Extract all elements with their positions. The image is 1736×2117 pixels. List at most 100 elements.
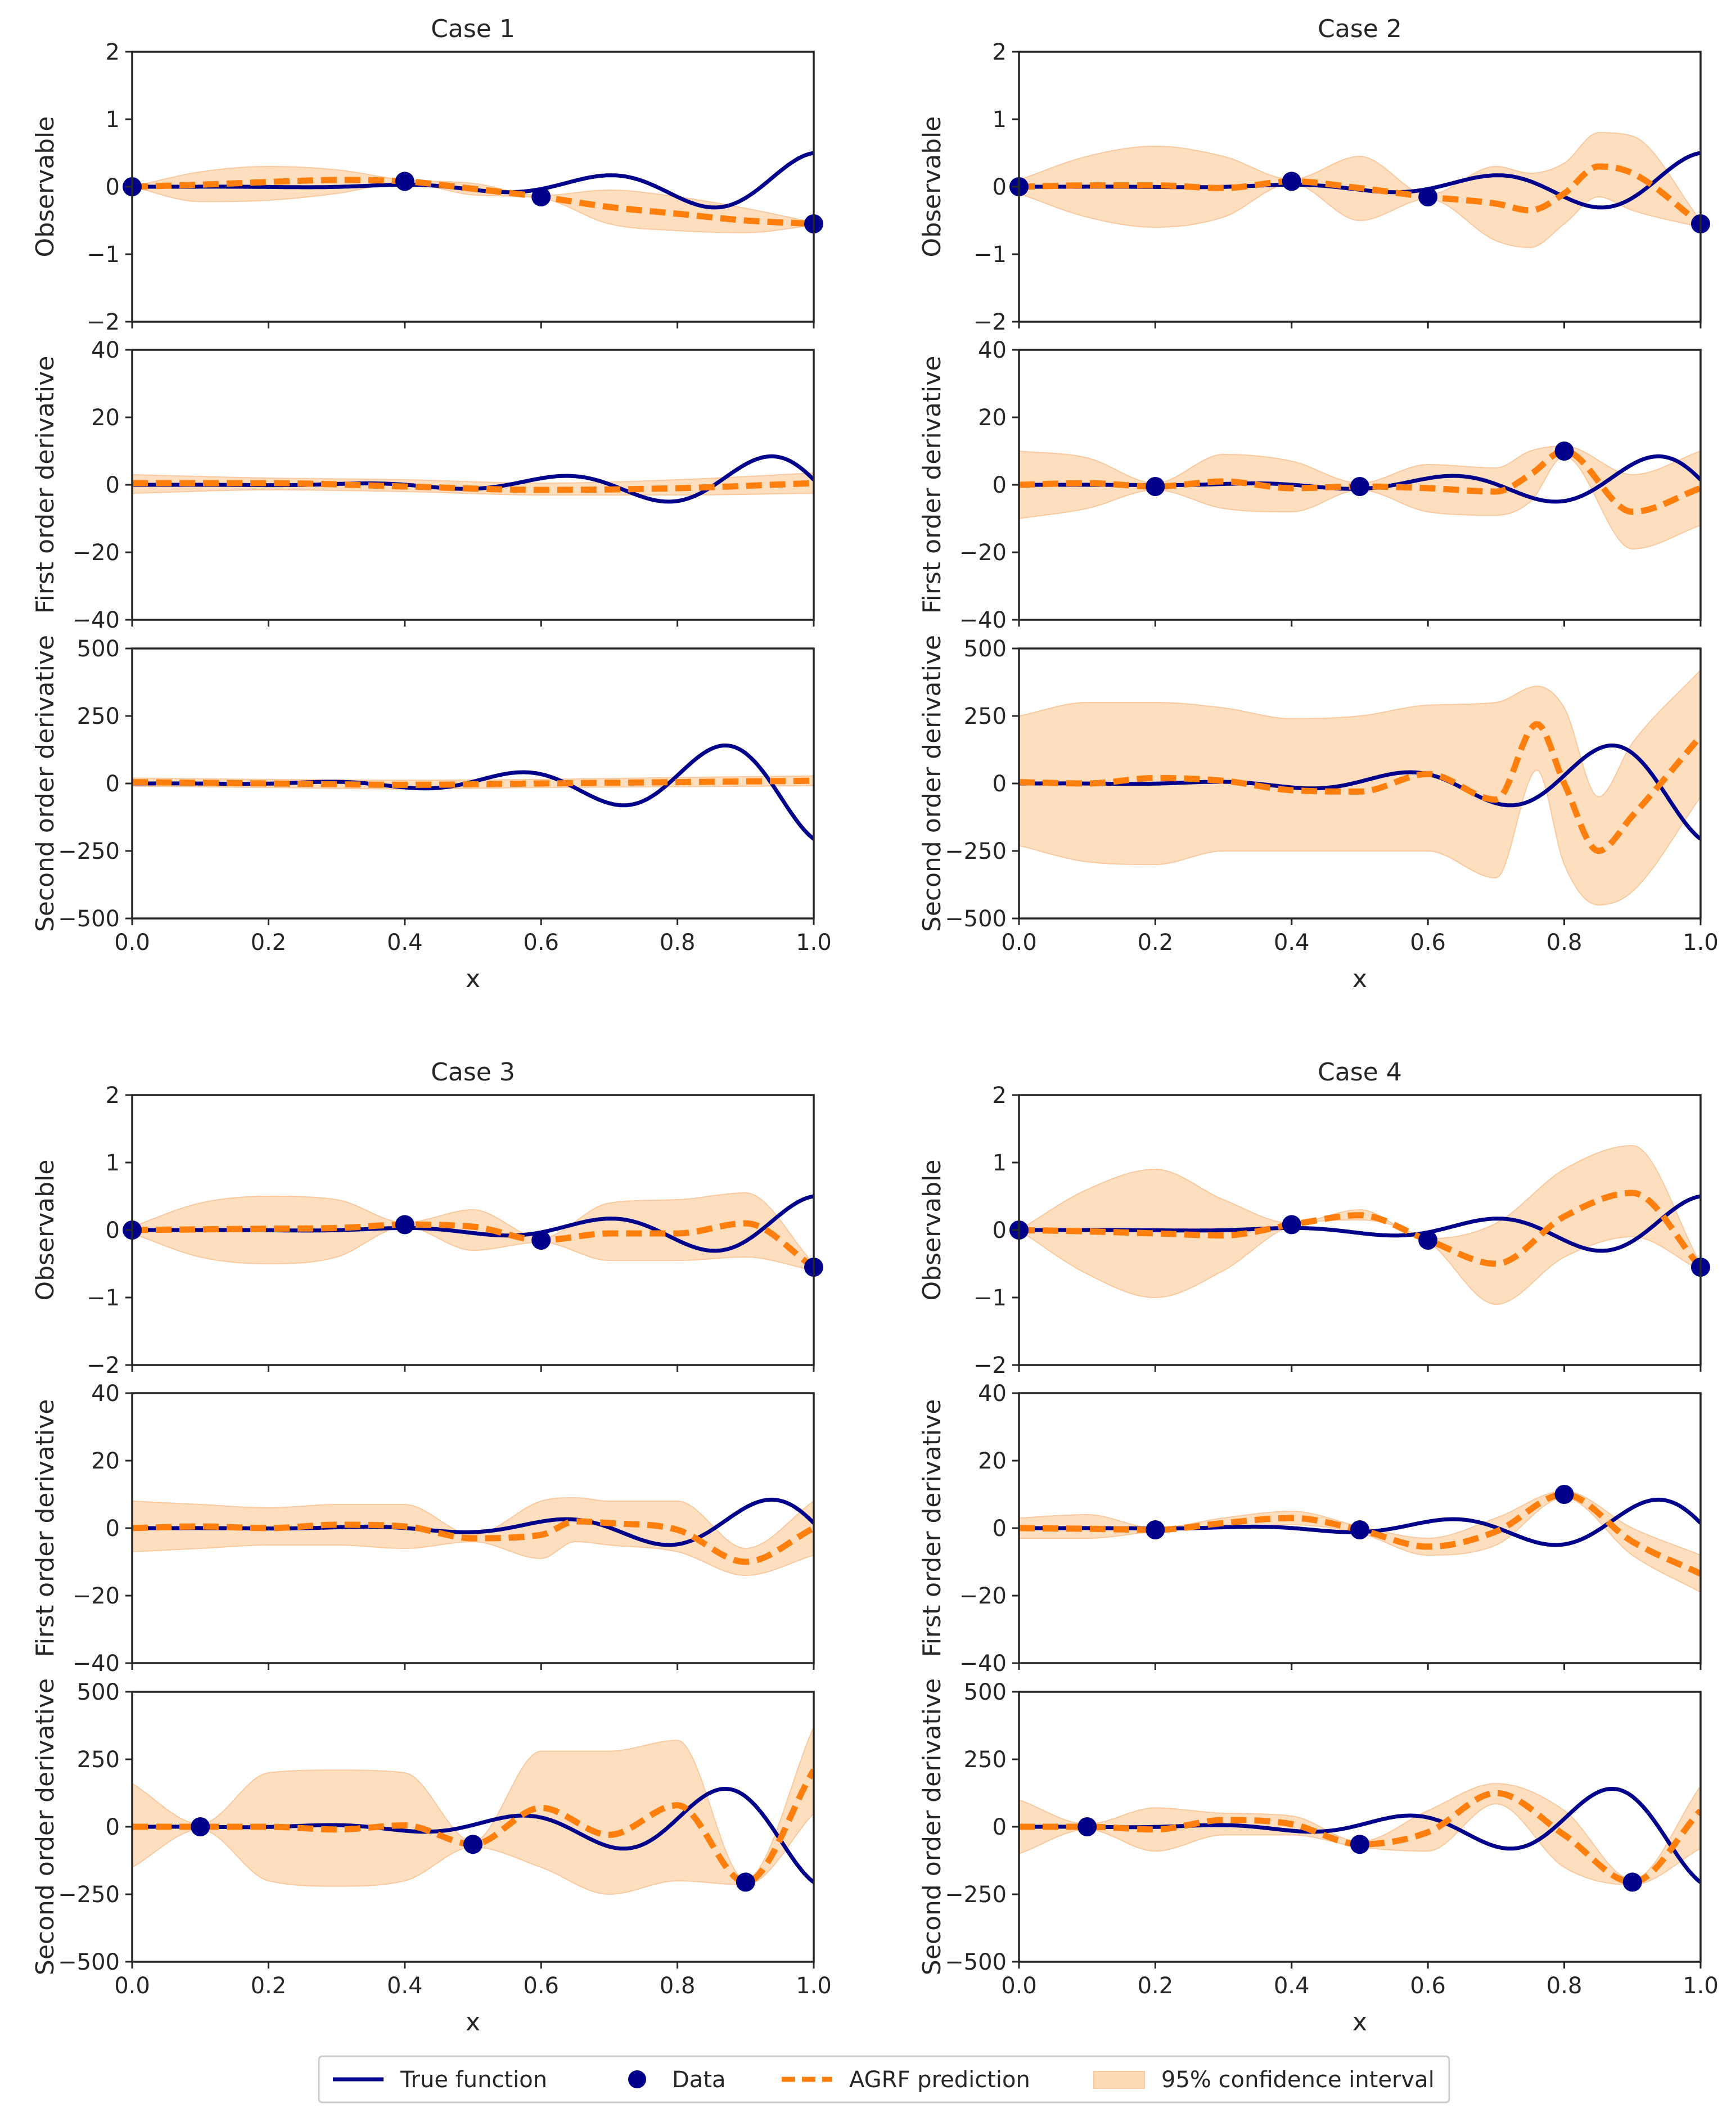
x-tick-label: 0.2 — [251, 930, 287, 956]
chart-title: Case 2 — [1318, 15, 1402, 43]
y-axis-label: First order derivative — [31, 356, 60, 614]
y-axis-label: First order derivative — [918, 356, 946, 614]
x-tick-label: 0.0 — [1001, 1973, 1037, 1999]
y-tick-label: −250 — [58, 839, 120, 864]
x-tick-label: 0.2 — [1138, 930, 1174, 956]
x-tick-label: 0.8 — [660, 1973, 696, 1999]
chart-3: Case 3 2 1 0 −1 −2 Observable 40 20 0 −20 −40 First … — [31, 1058, 832, 2037]
y-axis-label: Observable — [918, 1160, 946, 1301]
x-tick-label: 0.4 — [1274, 930, 1310, 956]
y-tick-label: −40 — [73, 607, 120, 633]
y-tick-label: 1 — [106, 107, 120, 133]
x-tick-label: 1.0 — [796, 1973, 832, 1999]
y-tick-label: 500 — [77, 636, 120, 662]
subplot-2: 40 20 0 −20 −40 First order derivative — [918, 1381, 1702, 1677]
y-tick-label: −40 — [959, 607, 1007, 633]
y-tick-label: 0 — [106, 174, 120, 200]
x-tick-label: 1.0 — [796, 930, 832, 956]
plot-area — [1019, 1145, 1701, 1305]
x-tick-label: 0.8 — [660, 930, 696, 956]
y-tick-label: 500 — [77, 1679, 120, 1705]
y-tick-label: 0 — [993, 1218, 1007, 1244]
data-point — [531, 1231, 551, 1250]
y-axis-label: Observable — [31, 1160, 60, 1301]
subplot-1: 2 1 0 −1 −2 Observable — [918, 39, 1710, 335]
x-tick-label: 0.0 — [114, 1973, 150, 1999]
y-tick-label: −20 — [959, 540, 1007, 566]
true-function-line — [1019, 1194, 1701, 1253]
y-tick-label: −40 — [73, 1651, 120, 1677]
y-tick-label: −1 — [87, 1285, 120, 1311]
y-tick-label: 0 — [106, 771, 120, 797]
plot-area — [132, 454, 814, 504]
x-axis-label: x — [466, 2008, 480, 2037]
y-tick-label: 40 — [978, 337, 1007, 363]
true-function-line — [1019, 744, 1701, 841]
data-point — [531, 187, 551, 206]
y-tick-label: 250 — [77, 704, 120, 729]
y-tick-label: 0 — [993, 771, 1007, 797]
y-tick-label: −250 — [58, 1882, 120, 1908]
data-point — [1282, 172, 1301, 191]
x-tick-label: 0.6 — [523, 1973, 559, 1999]
prediction-line — [132, 480, 814, 493]
y-tick-label: 2 — [993, 39, 1007, 65]
legend-prediction-label: AGRF prediction — [849, 2067, 1030, 2093]
x-tick-label: 0.4 — [1274, 1973, 1310, 1999]
prediction-line — [1019, 721, 1701, 854]
subplot-2: 40 20 0 −20 −40 First order derivative — [918, 337, 1702, 633]
legend-data-marker — [628, 2070, 646, 2088]
legend-data-label: Data — [672, 2067, 726, 2093]
data-point — [1350, 1520, 1369, 1539]
x-tick-label: 0.0 — [1001, 930, 1037, 956]
y-tick-label: −250 — [945, 1882, 1007, 1908]
ci-band — [1019, 669, 1701, 906]
y-tick-label: 0 — [993, 1516, 1007, 1542]
legend-frame — [318, 2055, 1450, 2104]
legend-true-function-label: True function — [400, 2067, 547, 2093]
y-tick-label: −20 — [959, 1583, 1007, 1609]
data-point — [1077, 1817, 1097, 1836]
y-axis-label: Second order derivative — [918, 1678, 946, 1975]
x-tick-label: 0.2 — [251, 1973, 287, 1999]
y-tick-label: −500 — [945, 906, 1007, 932]
data-point — [1554, 442, 1574, 461]
chart-1: Case 1 2 1 0 −1 −2 Observable 40 20 0 −20 −40 First … — [31, 15, 832, 993]
data-point — [1146, 1520, 1165, 1539]
x-tick-label: 0.2 — [1138, 1973, 1174, 1999]
y-tick-label: −500 — [58, 906, 120, 932]
y-tick-label: 0 — [993, 472, 1007, 498]
legend-ci-label: 95% confidence interval — [1161, 2067, 1435, 2093]
panels: Case 1210−1−2Observable40200−20−40First … — [31, 15, 1719, 2037]
chart-title: Case 4 — [1318, 1058, 1402, 1087]
y-axis-label: Second order derivative — [918, 635, 946, 932]
data-point — [395, 1215, 414, 1235]
y-tick-label: −500 — [945, 1949, 1007, 1975]
data-point — [1350, 477, 1369, 496]
y-tick-label: 20 — [978, 405, 1007, 431]
x-tick-label: 0.6 — [523, 930, 559, 956]
data-point — [463, 1835, 483, 1854]
prediction-line — [132, 1220, 814, 1270]
y-tick-label: −20 — [73, 540, 120, 566]
x-tick-label: 0.6 — [1410, 930, 1446, 956]
data-point — [1418, 1231, 1438, 1250]
subplot-2: 40 20 0 −20 −40 First order derivative — [31, 1381, 815, 1677]
y-tick-label: −2 — [87, 1353, 120, 1379]
true-function-line — [1019, 1787, 1701, 1884]
y-tick-label: −20 — [73, 1583, 120, 1609]
plot-area — [132, 1497, 814, 1577]
y-tick-label: −2 — [973, 1353, 1007, 1379]
y-tick-label: −1 — [973, 1285, 1007, 1311]
plot-area — [132, 744, 814, 841]
y-axis-label: Second order derivative — [31, 1678, 60, 1975]
true-function-line — [132, 1497, 814, 1547]
y-tick-label: 40 — [91, 1381, 120, 1407]
y-tick-label: −500 — [58, 1949, 120, 1975]
y-tick-label: 250 — [964, 704, 1007, 729]
ci-band — [1019, 1145, 1701, 1305]
y-tick-label: 20 — [91, 1448, 120, 1474]
